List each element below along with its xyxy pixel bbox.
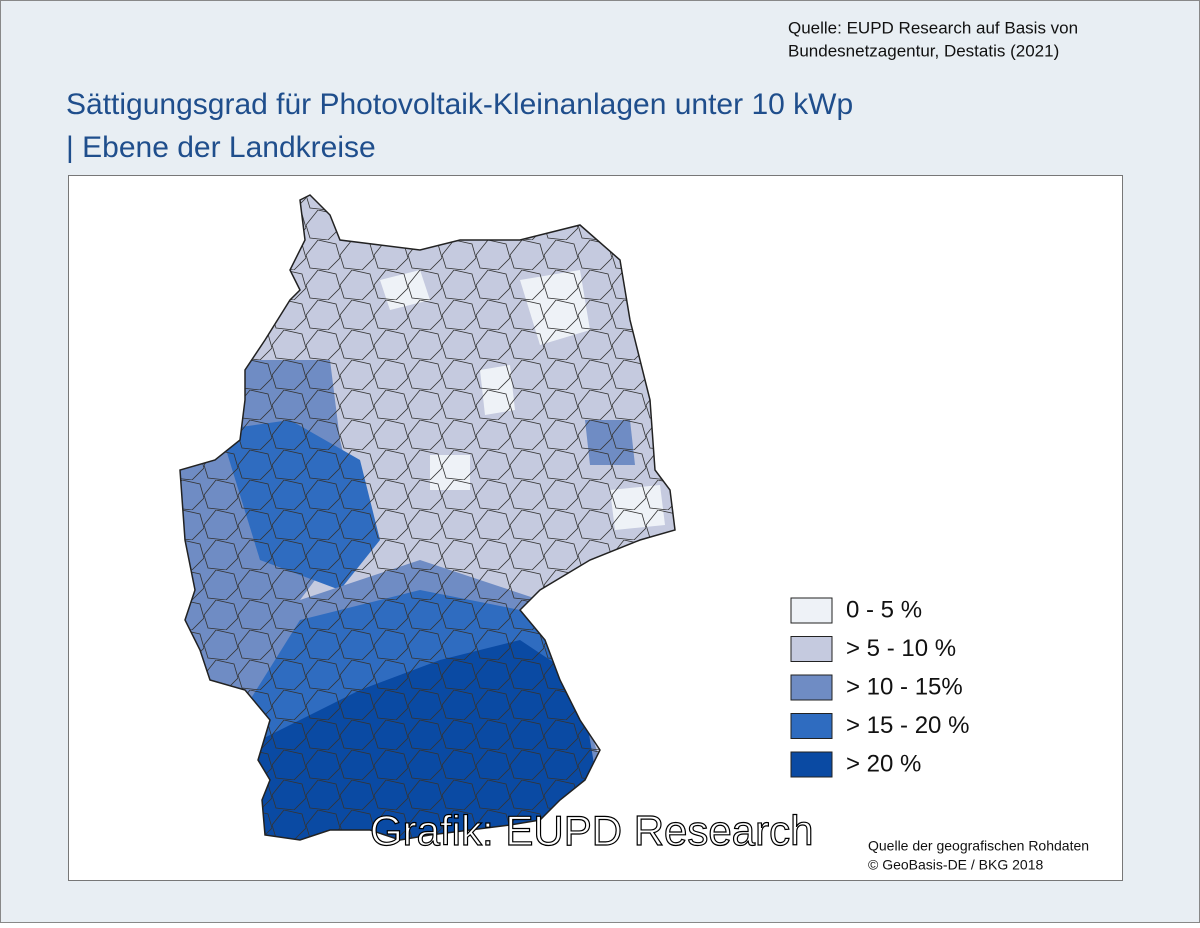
legend-label: 0 - 5 % (846, 596, 922, 623)
legend-swatch (790, 713, 833, 739)
source-text: Quelle: EUPD Research auf Basis von (788, 18, 1078, 37)
geo-source: Quelle der geografischen Rohdaten (868, 838, 1089, 854)
legend-swatch (790, 597, 833, 624)
legend-label: > 10 - 15% (846, 673, 963, 700)
title: Sättigungsgrad für Photovoltaik-Kleinanl… (66, 88, 853, 121)
legend-swatch (790, 674, 833, 701)
legend-swatch (790, 751, 833, 778)
title: | Ebene der Landkreise (66, 131, 376, 164)
legend-swatch (790, 636, 833, 662)
legend-label: > 5 - 10 % (846, 635, 956, 662)
legend: 0 - 5 % > 5 - 10 % > 10 - 15% > 15 - 20 % > … (790, 596, 969, 778)
geo-source: © GeoBasis-DE / BKG 2018 (868, 857, 1043, 873)
watermark: Grafik: EUPD Research (370, 807, 813, 854)
legend-label: > 20 % (846, 750, 921, 777)
legend-label: > 15 - 20 % (846, 712, 969, 739)
source-text: Bundesnetzagentur, Destatis (2021) (788, 41, 1059, 60)
border (179, 194, 676, 841)
